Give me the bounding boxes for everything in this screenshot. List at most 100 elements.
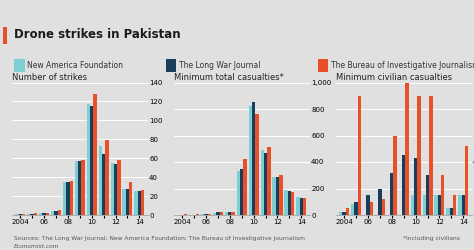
Bar	[34, 213, 37, 215]
Bar	[42, 213, 46, 215]
Bar	[429, 96, 433, 215]
Text: Economist.com: Economist.com	[14, 244, 60, 249]
Bar	[458, 195, 462, 215]
Bar	[78, 161, 82, 215]
Text: Sources: The Long War Journal; New America Foundation; The Bureau of Investigati: Sources: The Long War Journal; New Ameri…	[14, 236, 305, 241]
Text: Minimum total casualties*: Minimum total casualties*	[174, 73, 283, 82]
Bar	[393, 136, 397, 215]
Bar	[249, 106, 252, 215]
Bar	[264, 153, 267, 215]
Bar	[355, 202, 358, 215]
Bar	[27, 214, 30, 215]
Bar	[441, 175, 445, 215]
Bar	[219, 212, 223, 215]
Bar	[417, 96, 420, 215]
Bar	[66, 182, 70, 215]
Bar	[261, 150, 264, 215]
Bar	[216, 212, 219, 215]
Bar	[435, 195, 438, 215]
Bar	[30, 214, 34, 215]
Bar	[46, 213, 49, 215]
Bar	[87, 104, 90, 215]
Bar	[18, 214, 22, 215]
Bar	[240, 168, 244, 215]
Bar	[244, 159, 247, 215]
Bar	[267, 148, 271, 215]
Bar	[184, 214, 187, 215]
Text: New America Foundation: New America Foundation	[27, 61, 124, 70]
Bar	[300, 198, 303, 215]
Bar	[129, 182, 132, 215]
Bar	[351, 204, 355, 215]
Bar	[204, 214, 208, 215]
Bar	[255, 114, 259, 215]
Bar	[110, 163, 114, 215]
Bar	[426, 175, 429, 215]
Bar	[55, 211, 58, 215]
Bar	[138, 191, 141, 215]
Bar	[273, 176, 276, 215]
Bar	[177, 214, 181, 215]
Bar	[462, 195, 465, 215]
Text: Minimum civilian casualties: Minimum civilian casualties	[336, 73, 452, 82]
Bar	[447, 208, 450, 215]
Bar	[70, 181, 73, 215]
Bar	[414, 158, 417, 215]
Bar	[279, 175, 283, 215]
Bar	[465, 146, 468, 215]
Bar	[201, 214, 204, 215]
Bar	[284, 190, 288, 215]
Bar	[93, 94, 97, 215]
Bar	[378, 188, 382, 215]
Bar	[117, 160, 120, 215]
Bar	[90, 106, 93, 215]
Bar	[453, 195, 456, 215]
Bar	[382, 199, 385, 215]
Bar	[276, 176, 279, 215]
Bar	[342, 212, 346, 215]
Bar	[196, 214, 199, 215]
Bar	[422, 195, 426, 215]
Bar	[402, 155, 405, 215]
Bar	[82, 160, 85, 215]
Bar	[126, 188, 129, 215]
Bar	[135, 191, 138, 215]
Bar	[291, 192, 294, 215]
Bar	[346, 208, 349, 215]
Bar	[75, 161, 78, 215]
Bar	[114, 164, 117, 215]
Bar	[58, 210, 61, 215]
Text: Number of strikes: Number of strikes	[12, 73, 87, 82]
Bar	[339, 212, 342, 215]
Bar	[122, 188, 126, 215]
Bar	[192, 214, 196, 215]
Bar	[39, 213, 42, 215]
Bar	[366, 195, 370, 215]
Bar	[51, 211, 55, 215]
Text: Drone strikes in Pakistan: Drone strikes in Pakistan	[14, 28, 181, 41]
Bar	[296, 197, 300, 215]
Bar	[189, 214, 192, 215]
Bar	[237, 171, 240, 215]
Bar	[105, 140, 109, 215]
Text: The Long War Journal: The Long War Journal	[179, 61, 261, 70]
Bar	[288, 191, 291, 215]
Bar	[370, 202, 373, 215]
Bar	[252, 102, 255, 215]
Bar	[390, 172, 393, 215]
Text: *Including civilians: *Including civilians	[403, 236, 460, 241]
Bar	[303, 198, 306, 215]
Bar	[228, 212, 231, 215]
Bar	[410, 195, 414, 215]
Bar	[102, 154, 105, 215]
Bar	[225, 212, 228, 215]
Bar	[63, 182, 66, 215]
Bar	[208, 214, 211, 215]
Bar	[231, 212, 235, 215]
Bar	[405, 82, 409, 215]
Bar	[213, 213, 216, 215]
Bar	[99, 146, 102, 215]
Bar	[358, 96, 361, 215]
Text: The Bureau of Investigative Journalism: The Bureau of Investigative Journalism	[331, 61, 474, 70]
Bar	[22, 214, 25, 215]
